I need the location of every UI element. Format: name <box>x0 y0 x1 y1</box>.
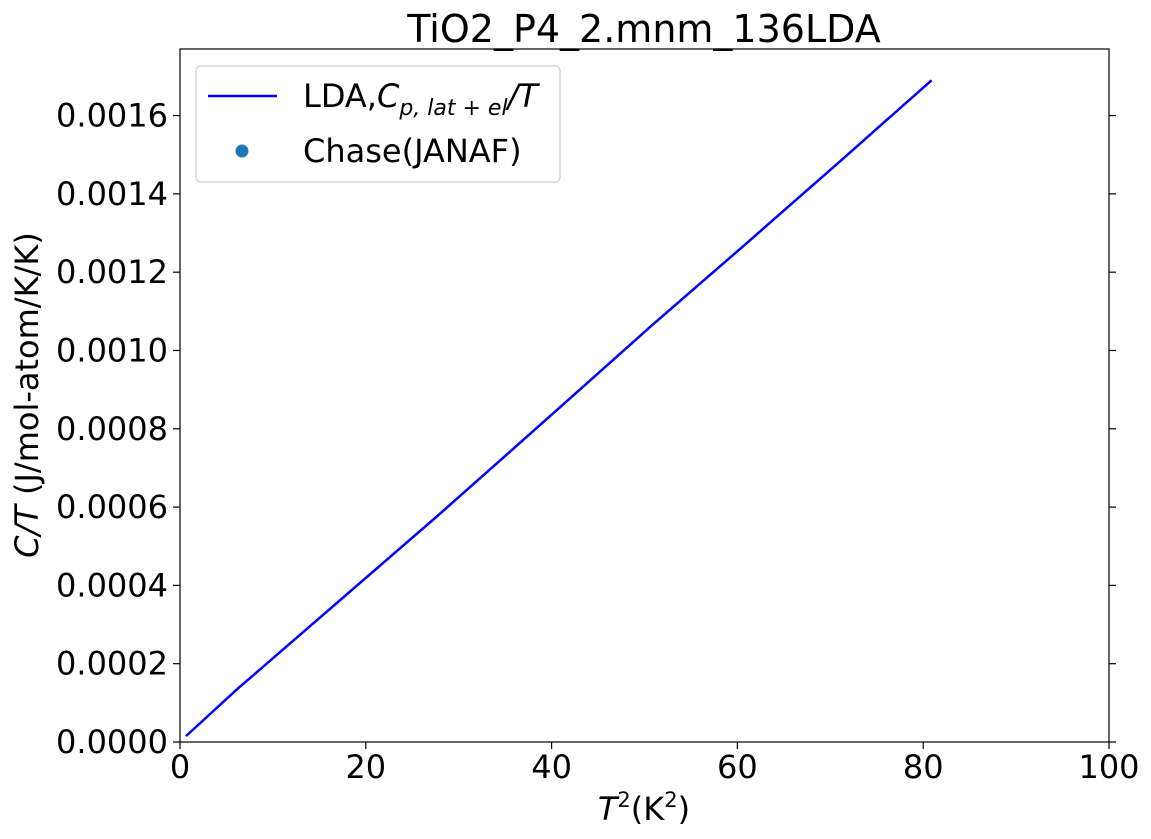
legend-entry-chase: Chase(JANAF) <box>303 132 522 170</box>
y-tick-label: 0.0006 <box>56 488 168 526</box>
chart-title: TiO2_P4_2.mnm_136LDA <box>406 7 880 51</box>
x-tick-label: 0 <box>170 748 190 786</box>
y-tick-label: 0.0010 <box>56 331 168 369</box>
y-tick-label: 0.0012 <box>56 253 168 291</box>
x-axis-label: T2(K2) <box>598 788 690 828</box>
plot-frame <box>179 48 1110 743</box>
y-axis-label: C/T (J/mol-atom/K/K) <box>8 232 46 558</box>
x-tick-label: 100 <box>1078 748 1139 786</box>
x-tick-label: 60 <box>717 748 758 786</box>
x-tick-label: 20 <box>345 748 386 786</box>
plot-series <box>185 79 933 738</box>
series-line-lda <box>185 79 933 738</box>
legend: LDA,Cp, lat + el/T Chase(JANAF) <box>195 65 561 183</box>
y-tick-label: 0.0008 <box>56 410 168 448</box>
y-tick-label: 0.0000 <box>56 723 168 761</box>
y-axis-ticks: 0.0000 0.0002 0.0004 0.0006 0.0008 0.0010 0.00… <box>56 97 1116 761</box>
y-tick-label: 0.0016 <box>56 97 168 135</box>
legend-box <box>195 65 561 183</box>
y-tick-label: 0.0004 <box>56 566 168 604</box>
y-tick-label: 0.0002 <box>56 645 168 683</box>
legend-entry-lda: LDA,Cp, lat + el/T <box>303 77 540 121</box>
x-tick-label: 40 <box>531 748 572 786</box>
legend-marker-swatch <box>235 144 249 158</box>
x-axis-ticks: 0 20 40 60 80 100 <box>170 742 1140 786</box>
x-tick-label: 80 <box>903 748 944 786</box>
y-tick-label: 0.0014 <box>56 175 168 213</box>
